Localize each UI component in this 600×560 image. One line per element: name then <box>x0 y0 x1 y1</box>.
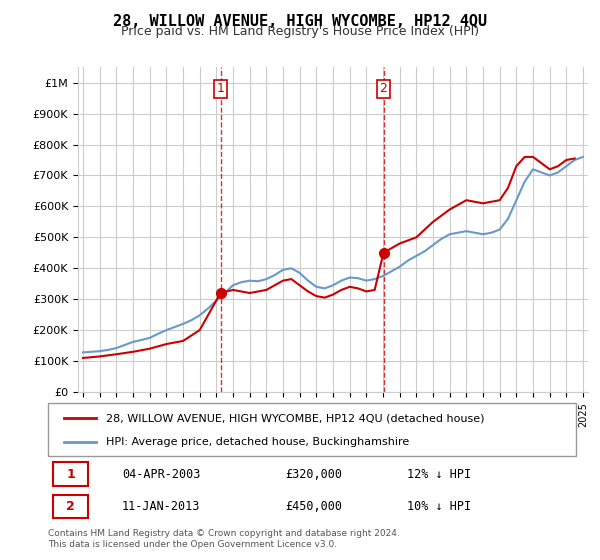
Text: 12% ↓ HPI: 12% ↓ HPI <box>407 468 471 480</box>
Text: 1: 1 <box>217 82 224 95</box>
Text: 28, WILLOW AVENUE, HIGH WYCOMBE, HP12 4QU (detached house): 28, WILLOW AVENUE, HIGH WYCOMBE, HP12 4Q… <box>106 413 485 423</box>
Text: 10% ↓ HPI: 10% ↓ HPI <box>407 500 471 513</box>
Text: 2: 2 <box>380 82 388 95</box>
Text: HPI: Average price, detached house, Buckinghamshire: HPI: Average price, detached house, Buck… <box>106 436 409 446</box>
Text: 04-APR-2003: 04-APR-2003 <box>122 468 200 480</box>
FancyBboxPatch shape <box>53 494 88 518</box>
Text: £450,000: £450,000 <box>286 500 343 513</box>
Text: £320,000: £320,000 <box>286 468 343 480</box>
Text: 1: 1 <box>67 468 75 480</box>
FancyBboxPatch shape <box>53 463 88 486</box>
Text: 2: 2 <box>67 500 75 513</box>
Text: Contains HM Land Registry data © Crown copyright and database right 2024.
This d: Contains HM Land Registry data © Crown c… <box>48 529 400 549</box>
Text: Price paid vs. HM Land Registry's House Price Index (HPI): Price paid vs. HM Land Registry's House … <box>121 25 479 38</box>
Text: 11-JAN-2013: 11-JAN-2013 <box>122 500 200 513</box>
Text: 28, WILLOW AVENUE, HIGH WYCOMBE, HP12 4QU: 28, WILLOW AVENUE, HIGH WYCOMBE, HP12 4Q… <box>113 14 487 29</box>
FancyBboxPatch shape <box>48 403 576 456</box>
